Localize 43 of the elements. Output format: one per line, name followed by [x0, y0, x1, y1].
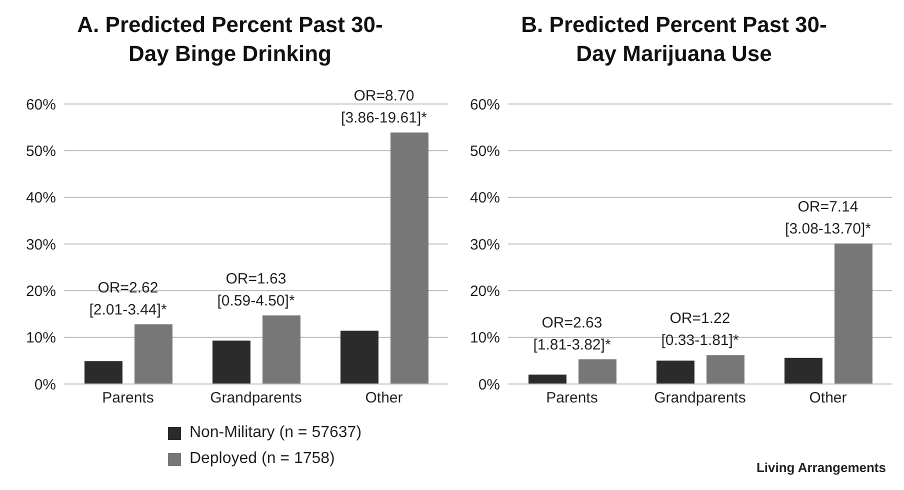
x-tick-label: Parents	[546, 390, 598, 407]
x-tick-label: Grandparents	[654, 390, 746, 407]
annotation: OR=2.63 [1.81-3.82]*	[533, 314, 611, 354]
bar	[656, 360, 694, 384]
bar	[528, 374, 566, 384]
annotation: OR=7.14 [3.08-13.70]*	[785, 198, 872, 238]
x-axis-title: Living Arrangements	[756, 460, 886, 475]
y-tick-label: 10%	[470, 330, 500, 347]
x-tick-label: Other	[809, 390, 847, 407]
x-tick-label: Grandparents	[210, 390, 302, 407]
x-tick-label: Other	[365, 390, 403, 407]
bar	[784, 358, 822, 384]
annotation: OR=8.70 [3.86-19.61]*	[341, 87, 428, 126]
y-tick-label: 0%	[478, 376, 500, 394]
y-tick-label: 20%	[26, 282, 56, 300]
y-tick-label: 60%	[26, 96, 56, 114]
legend-label: Deployed (n = 1758)	[189, 450, 335, 468]
y-tick-label: 20%	[470, 282, 500, 300]
chart-title: B. Predicted Percent Past 30-Day Marijuana Use	[520, 11, 828, 68]
y-tick-label: 30%	[470, 236, 500, 254]
bar	[262, 315, 300, 384]
annotation: OR=1.22 [0.33-1.81]*	[661, 310, 739, 350]
y-tick-label: 0%	[34, 376, 56, 394]
bar	[212, 340, 250, 384]
y-tick-label: 50%	[26, 142, 56, 160]
bar	[340, 330, 378, 384]
x-tick-label: Parents	[102, 390, 154, 407]
bar	[706, 355, 744, 384]
bar	[390, 132, 428, 384]
y-tick-label: 40%	[470, 190, 500, 207]
annotation: OR=2.62 [2.01-3.44]*	[89, 279, 167, 318]
y-tick-label: 40%	[26, 190, 56, 207]
y-tick-label: 10%	[26, 330, 56, 347]
bar	[578, 359, 616, 384]
bar	[834, 244, 872, 384]
y-tick-label: 50%	[470, 142, 500, 160]
bar	[84, 361, 122, 384]
chart-title: A. Predicted Percent Past 30-Day Binge Drinking	[76, 11, 384, 68]
legend-label: Non-Military (n = 57637)	[189, 424, 362, 442]
y-tick-label: 60%	[470, 96, 500, 114]
y-tick-label: 30%	[26, 236, 56, 254]
bar	[134, 324, 172, 384]
annotation: OR=1.63 [0.59-4.50]*	[217, 270, 295, 310]
